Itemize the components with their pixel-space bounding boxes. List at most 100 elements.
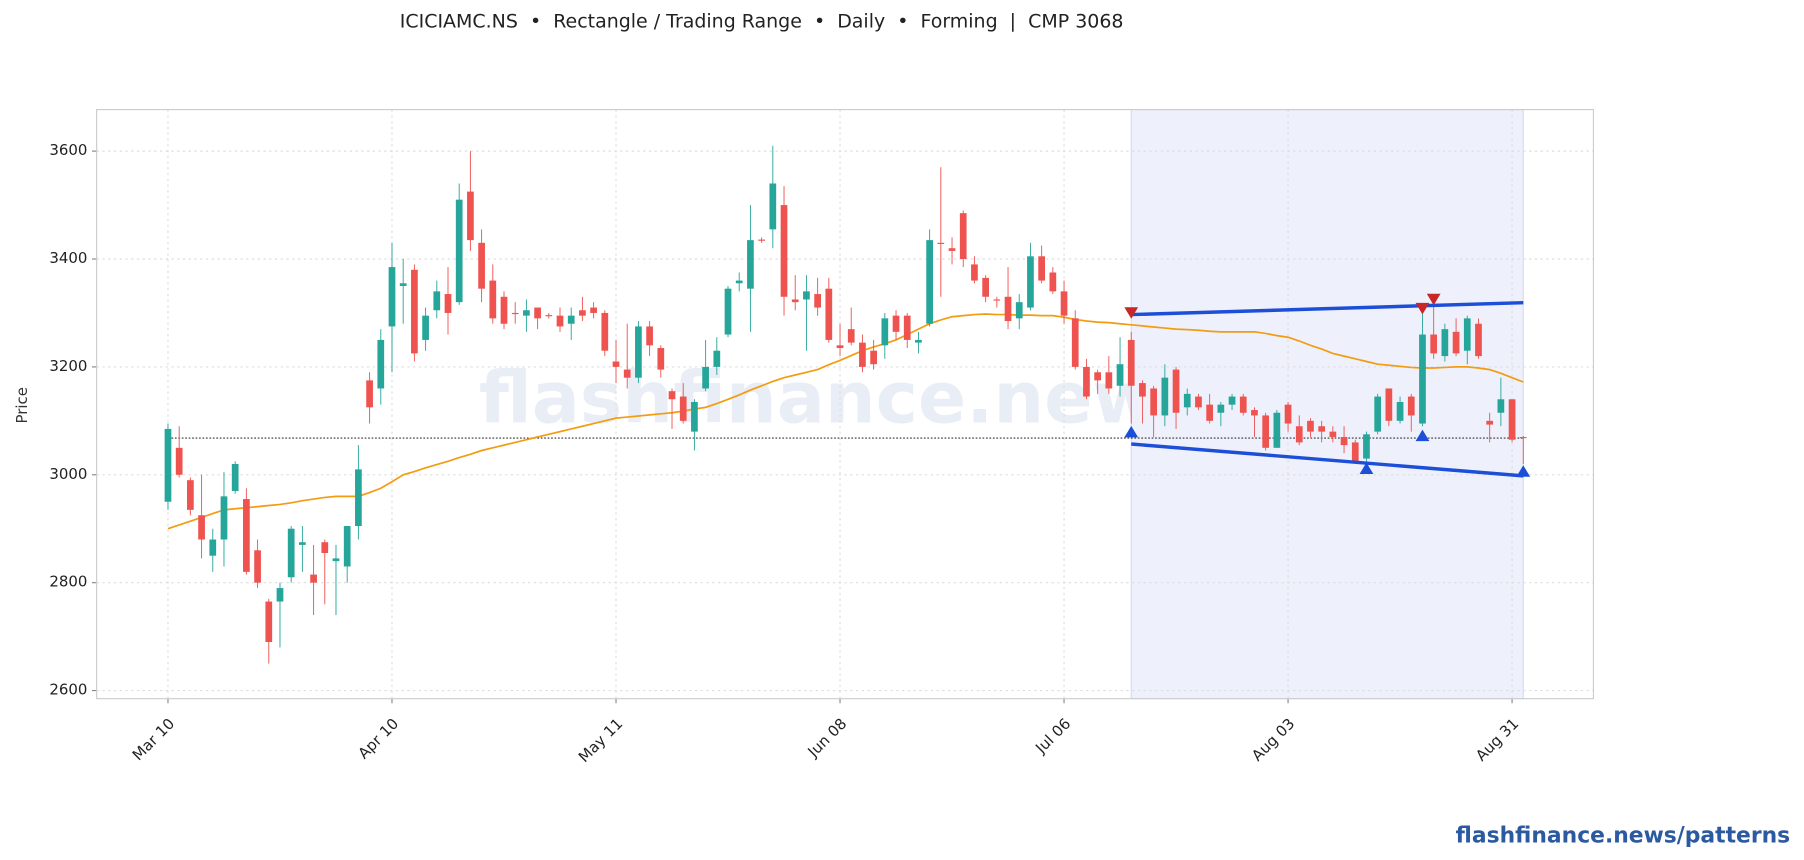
candle-body [1351, 442, 1359, 462]
candle-body [713, 350, 721, 367]
candle-body [1329, 431, 1337, 438]
candle-body [1027, 256, 1034, 308]
candle-body [366, 380, 373, 408]
candle-body [187, 480, 194, 510]
candle-body [534, 307, 541, 319]
candle-body [489, 280, 497, 319]
candle-body [1374, 396, 1382, 432]
candle-body [1519, 437, 1527, 439]
candle-body [881, 318, 889, 346]
candle-body [1228, 396, 1236, 405]
y-tick-label: 3200 [49, 357, 87, 375]
candle-body [209, 539, 217, 556]
candle-body [1183, 393, 1191, 408]
candle-body [388, 267, 396, 327]
candle-body [1161, 377, 1169, 416]
candle-body [355, 469, 362, 527]
candle-body [836, 345, 844, 349]
candle-body [859, 342, 866, 367]
candle-body [1318, 426, 1326, 432]
candle-body [455, 199, 463, 303]
candle-body [399, 283, 407, 286]
candle-body [691, 401, 698, 432]
candle-body [915, 339, 922, 343]
candle-body [1083, 366, 1090, 397]
chart-title: ICICIAMC.NS • Rectangle / Trading Range … [400, 11, 1124, 33]
candle-body [702, 366, 709, 389]
candle-body [1307, 420, 1314, 432]
candle-body [1363, 434, 1370, 459]
pivot-low [1359, 462, 1374, 475]
candle-body [735, 280, 743, 284]
candle-body [1295, 426, 1303, 443]
candle-body [422, 315, 429, 340]
candle-body [287, 528, 295, 578]
pivot-low [1124, 425, 1139, 438]
candle-body [982, 277, 989, 297]
candle-body [1172, 369, 1180, 413]
candle-body [198, 515, 205, 540]
candle-body [623, 369, 631, 378]
candle-body [1195, 396, 1202, 408]
candle-body [1441, 329, 1449, 357]
candle-body [433, 291, 441, 311]
candle-body [892, 315, 900, 332]
pivot-low [1516, 465, 1531, 477]
candle-body [780, 205, 788, 297]
candle-body [1139, 383, 1146, 397]
candle-body [467, 191, 474, 241]
candle-body [299, 542, 306, 545]
candle-body [1239, 396, 1247, 413]
candle-body [1452, 331, 1460, 354]
candle-body [500, 296, 508, 324]
candle-body [1217, 404, 1225, 413]
candle-body [1206, 404, 1214, 421]
candle-body [724, 288, 732, 335]
candle-body [601, 312, 609, 351]
candle-body [679, 396, 687, 421]
candle-body [1407, 396, 1415, 416]
candle-body [1004, 296, 1012, 322]
y-tick-label: 2600 [49, 681, 87, 699]
pivot-high [1426, 293, 1441, 306]
candle-body [825, 288, 833, 340]
pivot-high [1124, 307, 1139, 319]
candle-body [579, 310, 586, 316]
pivot-low [1415, 429, 1430, 442]
candle-body [545, 315, 553, 317]
candle-body [511, 312, 519, 315]
candle-body [567, 315, 575, 324]
candle-body [1127, 339, 1135, 386]
candle-body [769, 183, 777, 230]
footer: flashfinance.news/patterns [1456, 824, 1791, 849]
candle-body [1251, 410, 1258, 416]
candle-body [310, 574, 317, 583]
candle-body [1150, 388, 1158, 416]
candle-body [1284, 404, 1292, 424]
candle-body [937, 242, 945, 244]
candle-body [847, 329, 855, 343]
candle-body [411, 269, 418, 354]
y-tick-label: 3400 [49, 249, 87, 267]
candle-body [1038, 256, 1045, 281]
candle-body [948, 248, 956, 251]
plot-frame [96, 109, 1595, 700]
candle-body [1475, 323, 1482, 357]
candle-body [1497, 399, 1505, 413]
candle-body [1508, 399, 1516, 440]
candle-body [993, 299, 1001, 301]
candle-body [1419, 334, 1426, 424]
candle-body [175, 447, 183, 475]
candle-body [243, 499, 250, 572]
candle-body [377, 339, 385, 389]
candle-body [791, 299, 799, 303]
candle-body [1340, 437, 1348, 446]
candle-body [523, 310, 530, 316]
candle-body [1060, 291, 1068, 316]
candle-body [1071, 318, 1079, 367]
candle-body [254, 550, 261, 583]
candle-body [612, 361, 620, 367]
